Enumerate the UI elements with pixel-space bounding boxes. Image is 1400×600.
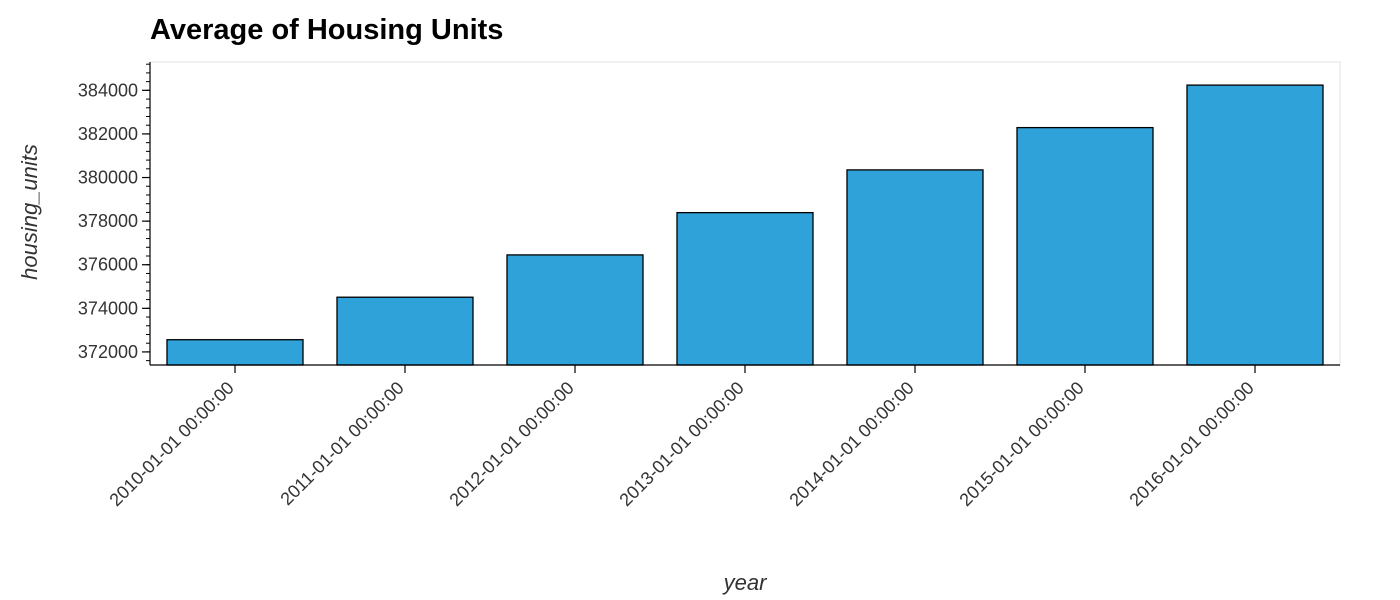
y-tick-label: 376000	[78, 255, 138, 275]
bar-2	[506, 254, 644, 366]
y-axis-label: housing_units	[17, 144, 42, 280]
chart-title: Average of Housing Units	[150, 14, 504, 46]
y-axis: 372000 374000 376000 378000 380000 382000 3840…	[78, 62, 151, 365]
x-axis: 2010-01-01 00:00:00 2011-01-01 00:00:00 20…	[105, 364, 1340, 510]
bar-4	[846, 169, 984, 366]
y-tick-label: 372000	[78, 342, 138, 362]
y-tick-label: 382000	[78, 124, 138, 144]
bar-1	[336, 296, 474, 366]
x-tick-label: 2016-01-01 00:00:00	[1125, 378, 1257, 510]
y-tick-label: 384000	[78, 80, 138, 100]
y-tick-label: 378000	[78, 211, 138, 231]
y-tick-label: 374000	[78, 298, 138, 318]
x-tick-label: 2010-01-01 00:00:00	[105, 378, 237, 510]
x-tick-label: 2015-01-01 00:00:00	[955, 378, 1087, 510]
bars-group	[166, 84, 1324, 366]
x-axis-label: year	[722, 570, 768, 595]
x-tick-label: 2013-01-01 00:00:00	[615, 378, 747, 510]
x-tick-label: 2012-01-01 00:00:00	[445, 378, 577, 510]
bar-0	[166, 339, 304, 366]
x-tick-label: 2011-01-01 00:00:00	[276, 378, 407, 509]
y-tick-label: 380000	[78, 168, 138, 188]
bar-6	[1186, 84, 1324, 366]
x-tick-label: 2014-01-01 00:00:00	[785, 378, 917, 510]
bar-3	[676, 211, 814, 366]
bar-5	[1016, 126, 1154, 366]
